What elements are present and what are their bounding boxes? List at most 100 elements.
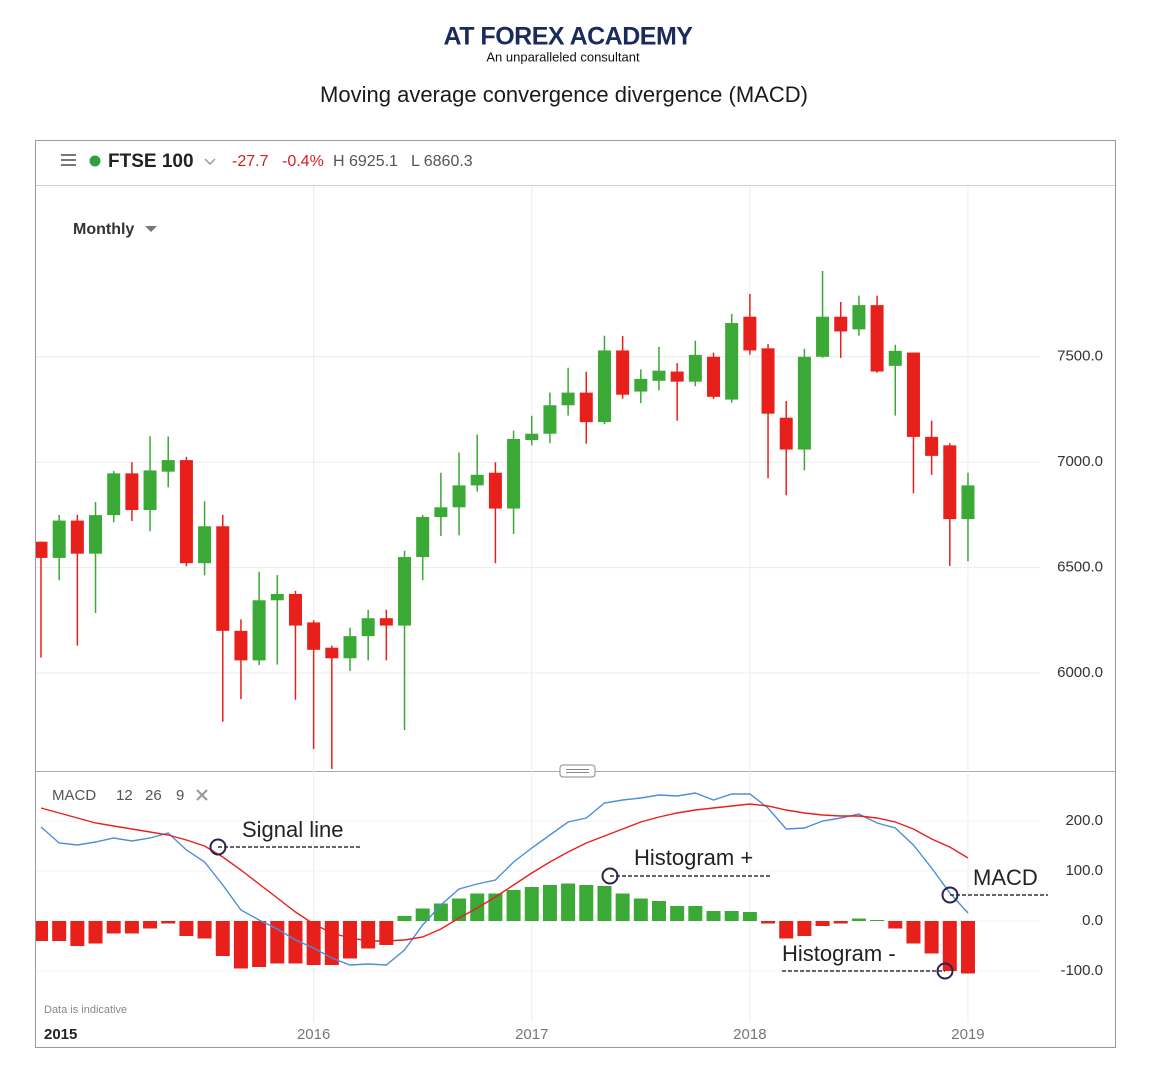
indicator-param: 9 — [176, 787, 184, 804]
x-tick-label: 2016 — [297, 1026, 330, 1043]
histogram-bar — [524, 887, 539, 921]
histogram-bar — [579, 885, 594, 921]
y-tick-label: 0.0 — [1082, 912, 1103, 929]
histogram-bar — [143, 921, 158, 929]
candle-body — [743, 316, 757, 351]
candle-body — [325, 647, 339, 659]
histogram-bar — [960, 921, 975, 974]
histogram-bar — [870, 920, 885, 921]
candle-body — [89, 515, 103, 554]
candle-body — [161, 460, 175, 472]
change-pct: -0.4% — [282, 153, 324, 170]
candle-body — [525, 433, 539, 441]
histogram-bar — [542, 885, 557, 921]
histogram-bar — [706, 911, 721, 921]
histogram-bar — [615, 893, 630, 921]
histogram-bar — [815, 921, 830, 926]
candle-body — [688, 354, 702, 382]
histogram-bar — [52, 921, 67, 941]
annotation-label: Histogram + — [634, 845, 753, 870]
candle-body — [870, 305, 884, 372]
histogram-bar — [597, 886, 612, 921]
period-selector[interactable]: Monthly — [73, 221, 134, 238]
histogram-bar — [779, 921, 794, 939]
candle-body — [507, 438, 521, 509]
histogram-bar — [88, 921, 103, 944]
x-tick-label: 2018 — [733, 1026, 766, 1043]
histogram-bar — [415, 908, 430, 921]
candle-body — [579, 392, 593, 423]
candle-body — [361, 618, 375, 637]
candle-body — [70, 520, 84, 554]
histogram-bar — [888, 921, 903, 929]
status-dot — [89, 155, 101, 167]
candle-body — [943, 445, 957, 520]
histogram-bar — [488, 893, 503, 921]
page-title: Moving average convergence divergence (M… — [320, 82, 808, 107]
candle-body — [107, 473, 121, 516]
y-tick-label: 100.0 — [1065, 862, 1103, 879]
histogram-bar — [924, 921, 939, 954]
symbol[interactable]: FTSE 100 — [108, 151, 194, 172]
candle-body — [379, 618, 393, 626]
histogram-bar — [942, 921, 957, 971]
day-high: H 6925.1 — [333, 153, 398, 170]
annotation-label: Signal line — [242, 817, 344, 842]
candle-body — [888, 350, 902, 366]
x-tick-label: 2015 — [44, 1026, 77, 1043]
candle-body — [343, 636, 357, 659]
y-tick-label: 6000.0 — [1057, 664, 1103, 681]
annotation-label: Histogram - — [782, 941, 896, 966]
y-tick-label: 7000.0 — [1057, 453, 1103, 470]
chart-frame — [35, 140, 1116, 1048]
histogram-bar — [688, 906, 703, 921]
candle-body — [434, 507, 448, 518]
histogram-bar — [233, 921, 248, 969]
candle-body — [198, 526, 212, 564]
histogram-bar — [288, 921, 303, 964]
candle-body — [470, 474, 484, 486]
menu-icon[interactable] — [61, 154, 76, 166]
candle-body — [252, 600, 266, 661]
histogram-bar — [270, 921, 285, 964]
candle-body — [561, 392, 575, 406]
candle-body — [416, 517, 430, 558]
y-tick-label: 6500.0 — [1057, 559, 1103, 576]
candle-body — [234, 630, 248, 661]
annotation-marker — [936, 962, 954, 980]
histogram-bar — [179, 921, 194, 936]
candle-body — [288, 593, 302, 626]
candle-body — [216, 526, 230, 631]
panel-resize-handle[interactable] — [559, 764, 596, 778]
candle-body — [779, 417, 793, 450]
annotation-marker — [209, 838, 227, 856]
x-tick-label: 2017 — [515, 1026, 548, 1043]
candle-body — [816, 316, 830, 357]
x-tick-label: 2019 — [951, 1026, 984, 1043]
macd-line — [40, 792, 969, 966]
histogram-bar — [761, 921, 776, 924]
remove-indicator[interactable] — [196, 789, 208, 801]
histogram-bar — [651, 901, 666, 921]
histogram-bar — [70, 921, 85, 946]
symbol-chevron[interactable] — [204, 158, 216, 166]
histogram-bar — [397, 916, 412, 921]
annotation-label: MACD — [973, 865, 1038, 890]
candle-body — [452, 485, 466, 508]
candle-body — [52, 520, 66, 558]
day-low: L 6860.3 — [411, 153, 473, 170]
candle-body — [634, 378, 648, 392]
indicator-name: MACD — [52, 787, 96, 804]
annotation-marker — [601, 867, 619, 885]
candle-body — [543, 405, 557, 434]
period-chevron[interactable] — [145, 226, 157, 232]
candle-body — [125, 473, 139, 511]
histogram-bar — [724, 911, 739, 921]
macd — [36, 792, 975, 974]
histogram-bar — [161, 921, 176, 924]
histogram-bar — [106, 921, 121, 934]
candle-body — [707, 356, 721, 397]
histogram-bar — [797, 921, 812, 936]
candle-body — [797, 356, 811, 450]
